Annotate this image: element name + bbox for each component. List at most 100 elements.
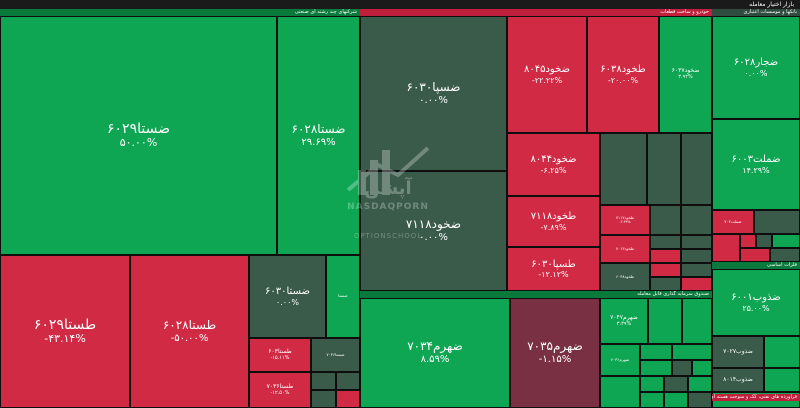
- treemap-cell[interactable]: [650, 205, 681, 235]
- treemap-cell[interactable]: [672, 344, 712, 360]
- treemap-cell[interactable]: ضستا۶۰۳۰ ۰.۰۰%: [249, 255, 326, 338]
- cell-percent: ۵۰.۰۰%: [119, 136, 158, 150]
- treemap-cell[interactable]: ضستا: [326, 255, 360, 338]
- treemap-cell[interactable]: ضهرم۷۰۳۵ -۱.۱۵%: [510, 298, 600, 408]
- treemap-cell[interactable]: [640, 392, 664, 408]
- treemap-cell[interactable]: ضخود۸۰۴۴ -۶.۲۵%: [507, 133, 600, 196]
- treemap-cell[interactable]: [754, 210, 800, 234]
- treemap-cell[interactable]: [688, 376, 712, 392]
- treemap-cell[interactable]: [772, 234, 800, 248]
- treemap-cell[interactable]: ضهرم۷۰۳۶: [600, 344, 640, 376]
- treemap-cell[interactable]: [681, 277, 712, 291]
- treemap-cell[interactable]: ضستا۶۰۲۸ ۲۹.۶۹%: [277, 16, 360, 255]
- treemap-cell[interactable]: [681, 263, 712, 277]
- treemap-cell[interactable]: [650, 277, 681, 291]
- cell-symbol: ضخود۸۰۴۴: [530, 154, 577, 166]
- treemap-cell[interactable]: طخود۷۱۱۸ -۷.۸۹%: [507, 196, 600, 247]
- treemap-cell[interactable]: ضخود۶۰۳۷ ۳.۹۲%: [659, 16, 712, 133]
- treemap-cell[interactable]: [681, 249, 712, 263]
- treemap-cell[interactable]: [672, 360, 692, 376]
- treemap-cell[interactable]: [336, 390, 360, 408]
- cell-percent: -۲۰.۰۰%: [607, 75, 639, 85]
- treemap-cell[interactable]: ضذوب۷۰۲۷: [712, 336, 764, 368]
- treemap-cell[interactable]: [681, 133, 712, 205]
- treemap-cell[interactable]: طخود۷۱۱۷ -۳.۳۳%: [600, 205, 650, 235]
- treemap-cell[interactable]: ضملت۶۰۰۳ ۱۴.۲۹%: [712, 119, 800, 210]
- cell-symbol: ضملت۷۰۳: [724, 218, 742, 224]
- treemap-cell[interactable]: [681, 235, 712, 249]
- cell-percent: -۱۲.۱۲%: [538, 270, 569, 280]
- treemap-cell[interactable]: ضخود۸۰۴۵ -۲۲.۲۲%: [507, 16, 587, 133]
- sector-title: شرکتهای چند رشته ای صنعتی: [0, 9, 360, 16]
- cell-percent: ۸.۵۹%: [420, 354, 450, 366]
- cell-percent: -۴۳.۱۴%: [44, 332, 86, 346]
- treemap-cell[interactable]: طستا۶۰۳ -۱۵.۱۱%: [249, 338, 311, 372]
- treemap-cell[interactable]: طخود۶۰۳۸: [600, 263, 650, 291]
- treemap-cell[interactable]: [640, 344, 672, 360]
- treemap-cell[interactable]: [336, 372, 360, 390]
- cell-symbol: ضذوب۸۰۱۴: [723, 375, 753, 383]
- cell-symbol: طستا۷۰۳۶: [266, 382, 294, 390]
- treemap-cell[interactable]: ضخود۷۱۱۸ ۰.۰۰%: [360, 171, 507, 291]
- treemap-cell[interactable]: [600, 133, 647, 205]
- treemap-cell[interactable]: [764, 368, 800, 392]
- treemap-cell[interactable]: [311, 372, 336, 390]
- treemap-cell[interactable]: [647, 133, 681, 205]
- treemap-cell[interactable]: طخود۶۰۳۸ -۲۰.۰۰%: [587, 16, 659, 133]
- treemap-cell[interactable]: [664, 392, 688, 408]
- treemap-cell[interactable]: ضذوب۶۰۰۱ ۲۵.۰۰%: [712, 269, 800, 336]
- treemap-cell[interactable]: [740, 248, 770, 262]
- treemap-cell[interactable]: طستا۶۰۲۸ -۵۰.۰۰%: [130, 255, 249, 408]
- treemap-cell[interactable]: طخود۷۰۱۳: [600, 235, 650, 263]
- cell-percent: -۶.۲۵%: [540, 165, 567, 175]
- treemap-cell[interactable]: ضملت۷۰۳: [712, 210, 754, 234]
- treemap-cell[interactable]: [640, 360, 672, 376]
- sector-title: صندوق سرمایه گذاری قابل معامله: [360, 291, 712, 298]
- cell-percent: ۰.۰۰%: [419, 94, 448, 106]
- treemap-cell[interactable]: طستا۶۰۲۹ -۴۳.۱۴%: [0, 255, 130, 408]
- sector-title: خودرو و ساخت قطعات: [360, 9, 712, 16]
- treemap-cell[interactable]: ضهرم۷۰۳۴ ۸.۵۹%: [360, 298, 510, 408]
- cell-percent: ۰.۰۰%: [275, 297, 300, 307]
- cell-symbol: ضذوب۶۰۰۱: [731, 292, 781, 304]
- treemap-cell[interactable]: [764, 336, 800, 368]
- treemap-cell[interactable]: ضجار۶۰۲۸ ۰.۰۰%: [712, 16, 800, 119]
- treemap-cell[interactable]: [600, 376, 640, 408]
- cell-symbol: ضستا۶۰۲۹: [107, 121, 170, 138]
- treemap-cell[interactable]: [681, 205, 712, 235]
- cell-symbol: ضهرم۷۰۳۶: [610, 356, 630, 362]
- treemap-cell[interactable]: [650, 249, 681, 263]
- treemap-cell[interactable]: ضسپا۶۰۳۰ ۰.۰۰%: [360, 16, 507, 171]
- treemap-cell[interactable]: [740, 234, 756, 248]
- cell-symbol: ضستا۶۰۲۸: [291, 121, 346, 136]
- treemap-cell[interactable]: ضذوب۸۰۱۴: [712, 368, 764, 392]
- treemap-cell[interactable]: [640, 376, 664, 392]
- treemap-cell[interactable]: ضهرم۷۰۴۷ ۳.۳۹%: [600, 298, 648, 344]
- cell-percent: -۱۵.۱۱%: [270, 354, 290, 361]
- treemap-cell[interactable]: طسپا۶۰۳۰ -۱۲.۱۲%: [507, 247, 600, 291]
- cell-symbol: طخود۶۰۳۸: [615, 273, 635, 279]
- cell-symbol: ضملت۶۰۰۳: [731, 154, 781, 166]
- treemap-cell[interactable]: [682, 298, 712, 344]
- cell-symbol: ضهرم۷۰۳۴: [407, 339, 463, 354]
- treemap-cell[interactable]: [688, 392, 712, 408]
- treemap-cell[interactable]: ضستا۷۰۳۶: [311, 338, 360, 372]
- treemap-cell[interactable]: طستا۷۰۳۶ -۱۲.۵۰%: [249, 372, 311, 408]
- cell-symbol: ضجار۶۰۲۸: [733, 57, 779, 69]
- sector-title-refinery: فرآورده های نفتی، کک و سوخت هسته ای: [712, 394, 800, 401]
- treemap-cell[interactable]: [712, 234, 740, 262]
- treemap-cell[interactable]: [756, 234, 772, 248]
- treemap-cell[interactable]: [770, 248, 800, 262]
- treemap-cell[interactable]: [692, 360, 712, 376]
- cell-symbol: ضخود۷۱۱۸: [405, 217, 462, 232]
- cell-symbol: ضستا۷۰۳۶: [326, 351, 345, 357]
- treemap-cell[interactable]: [650, 235, 681, 249]
- treemap-cell[interactable]: [664, 376, 688, 392]
- treemap-cell[interactable]: [650, 263, 681, 277]
- treemap-cell[interactable]: ضستا۶۰۲۹ ۵۰.۰۰%: [0, 16, 277, 255]
- treemap-cell[interactable]: [648, 298, 682, 344]
- treemap-cell[interactable]: [311, 390, 336, 408]
- sector-title: بانکها و موسسات اعتباری: [712, 9, 800, 16]
- cell-percent: -۷.۸۹%: [540, 222, 567, 232]
- cell-symbol: طخود۷۱۱۸: [530, 211, 577, 223]
